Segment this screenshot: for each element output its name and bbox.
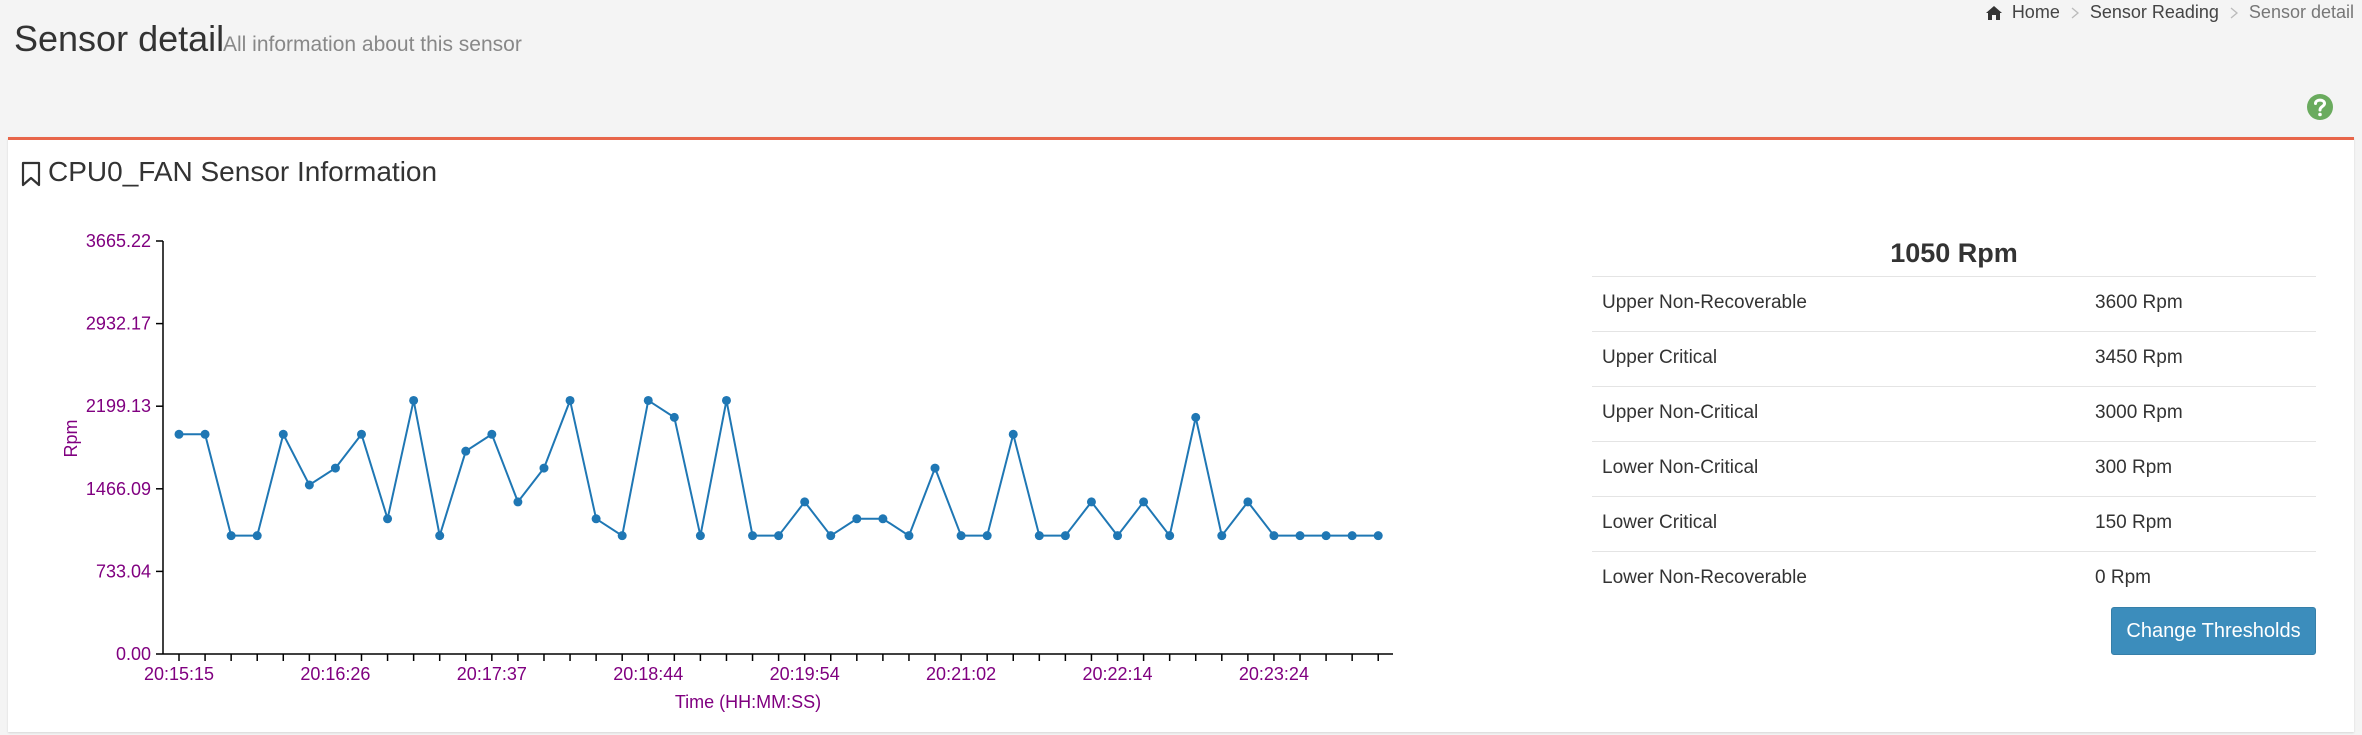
point: [617, 531, 627, 541]
point: [226, 531, 236, 541]
point: [1347, 531, 1357, 541]
row-divider: [1592, 551, 2316, 552]
point: [1321, 531, 1331, 541]
point: [304, 480, 314, 490]
point: [409, 395, 419, 405]
point: [1139, 497, 1149, 507]
point: [1086, 497, 1096, 507]
point: [252, 531, 262, 541]
point: [1217, 531, 1227, 541]
point: [982, 531, 992, 541]
point: [487, 429, 497, 439]
y-tick-label: 1466.09: [86, 479, 151, 499]
point: [1008, 429, 1018, 439]
point: [748, 531, 758, 541]
threshold-value: 3450 Rpm: [2095, 347, 2183, 368]
point: [1295, 531, 1305, 541]
point: [826, 531, 836, 541]
point: [1269, 531, 1279, 541]
point: [1243, 497, 1253, 507]
point: [565, 395, 575, 405]
point: [669, 412, 679, 422]
point: [174, 429, 184, 439]
threshold-label: Lower Non-Recoverable: [1602, 567, 1807, 588]
point: [435, 531, 445, 541]
point: [461, 446, 471, 456]
point: [852, 514, 862, 524]
row-divider: [1592, 331, 2316, 332]
bookmark-icon: [21, 161, 41, 187]
help-icon[interactable]: [2306, 93, 2334, 121]
threshold-value: 300 Rpm: [2095, 457, 2173, 478]
breadcrumb-current: Sensor detail: [2248, 2, 2354, 22]
threshold-label: Lower Non-Critical: [1602, 457, 1759, 478]
breadcrumb-link[interactable]: Sensor Reading: [2089, 2, 2219, 22]
row-divider: [1592, 386, 2316, 387]
point: [1165, 531, 1175, 541]
point: [1034, 531, 1044, 541]
y-tick-label: 2932.17: [86, 314, 151, 334]
y-tick-label: 0.00: [116, 644, 151, 664]
point: [800, 497, 810, 507]
y-tick-label: 733.04: [96, 561, 151, 581]
threshold-label: Upper Non-Critical: [1602, 402, 1759, 423]
page-subtitle: All information about this sensor: [223, 33, 522, 56]
y-tick-label: 2199.13: [86, 396, 151, 416]
x-tick-label: 20:16:26: [300, 664, 370, 684]
point: [956, 531, 966, 541]
row-divider: [1592, 441, 2316, 442]
chart: 0.00 733.04 1466.09 2199.13 2932.17 3665.22 20…: [61, 231, 1393, 712]
x-axis-label: Time (HH:MM:SS): [675, 692, 821, 712]
x-tick-label: 20:15:15: [144, 664, 214, 684]
x-tick-label: 20:19:54: [770, 664, 840, 684]
point: [774, 531, 784, 541]
info-box: [8, 137, 2354, 732]
y-axis-label: Rpm: [61, 420, 81, 458]
threshold-value: 0 Rpm: [2095, 567, 2151, 588]
separator: [2071, 7, 2079, 18]
point: [1060, 531, 1070, 541]
page-title: Sensor detail: [14, 18, 225, 59]
breadcrumb-link[interactable]: Home: [2011, 2, 2060, 22]
x-tick-label: 20:17:37: [457, 664, 527, 684]
row-divider: [1592, 276, 2316, 277]
change-thresholds-button[interactable]: Change Thresholds: [2111, 607, 2316, 655]
point: [930, 463, 940, 473]
point: [200, 429, 210, 439]
point: [383, 514, 393, 524]
point: [356, 429, 366, 439]
threshold-value: 3000 Rpm: [2095, 402, 2183, 423]
x-tick-label: 20:22:14: [1082, 664, 1152, 684]
threshold-label: Upper Critical: [1602, 347, 1718, 368]
point: [1191, 412, 1201, 422]
y-tick-label: 3665.22: [86, 231, 151, 251]
point: [721, 395, 731, 405]
x-tick-label: 20:18:44: [613, 664, 683, 684]
point: [695, 531, 705, 541]
point: [591, 514, 601, 524]
current-reading: 1050 Rpm: [1890, 238, 2018, 268]
threshold-label: Upper Non-Recoverable: [1602, 292, 1807, 313]
separator: [2230, 7, 2238, 18]
threshold-value: 150 Rpm: [2095, 512, 2173, 533]
point: [1373, 531, 1383, 541]
row-divider: [1592, 496, 2316, 497]
point: [1113, 531, 1123, 541]
point: [904, 531, 914, 541]
box-title: CPU0_FAN Sensor Information: [48, 156, 438, 187]
point: [643, 395, 653, 405]
point: [513, 497, 523, 507]
x-tick-label: 20:23:24: [1239, 664, 1309, 684]
point: [539, 463, 549, 473]
breadcrumb: Home Sensor Reading Sensor detail: [1985, 2, 2354, 23]
point: [278, 429, 288, 439]
point: [878, 514, 888, 524]
threshold-label: Lower Critical: [1602, 512, 1718, 533]
x-tick-label: 20:21:02: [926, 664, 996, 684]
home-icon: [1985, 5, 2002, 20]
point: [330, 463, 340, 473]
threshold-value: 3600 Rpm: [2095, 292, 2183, 313]
